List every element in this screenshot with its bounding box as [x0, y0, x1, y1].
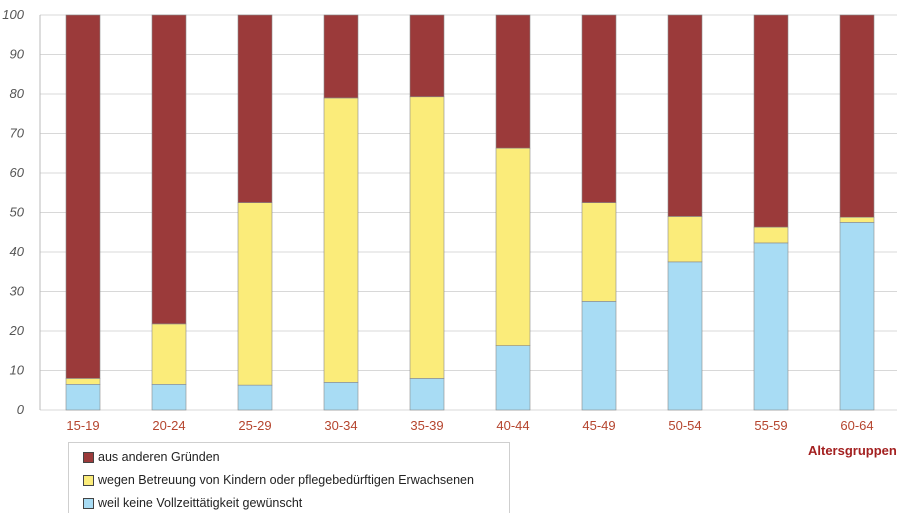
- legend-label: weil keine Vollzeittätigkeit gewünscht: [98, 496, 303, 510]
- x-tick-label: 45-49: [582, 418, 615, 433]
- bar-segment: [495, 345, 531, 411]
- x-tick-label: 40-44: [496, 418, 529, 433]
- bar-segment: [237, 14, 273, 203]
- y-tick-labels: 0 10 20 30 40 50 60 70 80 90 100: [2, 7, 24, 417]
- y-tick-label: 50: [10, 205, 25, 220]
- y-tick-label: 20: [9, 323, 25, 338]
- x-tick-label: 60-64: [840, 418, 873, 433]
- legend-swatch-icon: [83, 451, 94, 463]
- y-tick-label: 100: [2, 7, 24, 22]
- y-tick-label: 70: [10, 126, 25, 141]
- bar-segment: [323, 97, 359, 383]
- bar-segment: [409, 378, 445, 411]
- bars: [65, 14, 875, 411]
- y-tick-label: 30: [10, 284, 25, 299]
- bar-segment: [237, 384, 273, 411]
- bar-segment: [667, 216, 703, 263]
- bar-segment: [323, 382, 359, 411]
- bar-segment: [151, 14, 187, 325]
- bar-segment: [323, 14, 359, 99]
- bar-segment: [495, 14, 531, 149]
- x-tick-label: 25-29: [238, 418, 271, 433]
- y-tick-label: 10: [10, 363, 25, 378]
- bar-segment: [839, 216, 875, 223]
- x-tick-label: 35-39: [410, 418, 443, 433]
- bar-segment: [581, 14, 617, 203]
- y-tick-label: 90: [10, 47, 25, 62]
- bar-segment: [151, 384, 187, 411]
- legend-swatch-icon: [83, 497, 94, 509]
- legend-swatch-icon: [83, 474, 94, 486]
- legend-item-keine-vollzeit: weil keine Vollzeittätigkeit gewünscht: [83, 494, 302, 512]
- bar-segment: [581, 301, 617, 411]
- bar-segment: [839, 222, 875, 411]
- y-tick-label: 80: [10, 86, 25, 101]
- bar-segment: [667, 261, 703, 411]
- y-tick-label: 40: [10, 244, 25, 259]
- bar-segment: [409, 96, 445, 379]
- legend-label: aus anderen Gründen: [98, 450, 220, 464]
- x-tick-label: 30-34: [324, 418, 357, 433]
- x-tick-labels: 15-19 20-24 25-29 30-34 35-39 40-44 45-49 50-54…: [66, 418, 873, 433]
- bar-segment: [409, 14, 445, 98]
- x-axis-title: Altersgruppen: [808, 443, 897, 458]
- legend: aus anderen Gründen wegen Betreuung von …: [68, 442, 510, 513]
- bar-segment: [753, 226, 789, 244]
- bar-segment: [65, 14, 101, 379]
- y-tick-label: 60: [10, 165, 25, 180]
- x-tick-label: 55-59: [754, 418, 787, 433]
- bar-segment: [839, 14, 875, 218]
- bar-segment: [65, 384, 101, 411]
- bar-segment: [581, 202, 617, 302]
- bar-segment: [753, 14, 789, 228]
- bar-segment: [151, 323, 187, 385]
- x-tick-label: 20-24: [152, 418, 185, 433]
- x-tick-label: 15-19: [66, 418, 99, 433]
- legend-item-betreuung: wegen Betreuung von Kindern oder pflegeb…: [83, 471, 474, 489]
- y-tick-label: 0: [17, 402, 25, 417]
- bar-segment: [65, 378, 101, 385]
- bar-segment: [753, 242, 789, 411]
- bar-segment: [495, 147, 531, 346]
- bar-segment: [667, 14, 703, 217]
- legend-item-aus-anderen-gruenden: aus anderen Gründen: [83, 448, 220, 466]
- bar-segment: [237, 202, 273, 386]
- x-tick-label: 50-54: [668, 418, 701, 433]
- legend-label: wegen Betreuung von Kindern oder pflegeb…: [98, 473, 474, 487]
